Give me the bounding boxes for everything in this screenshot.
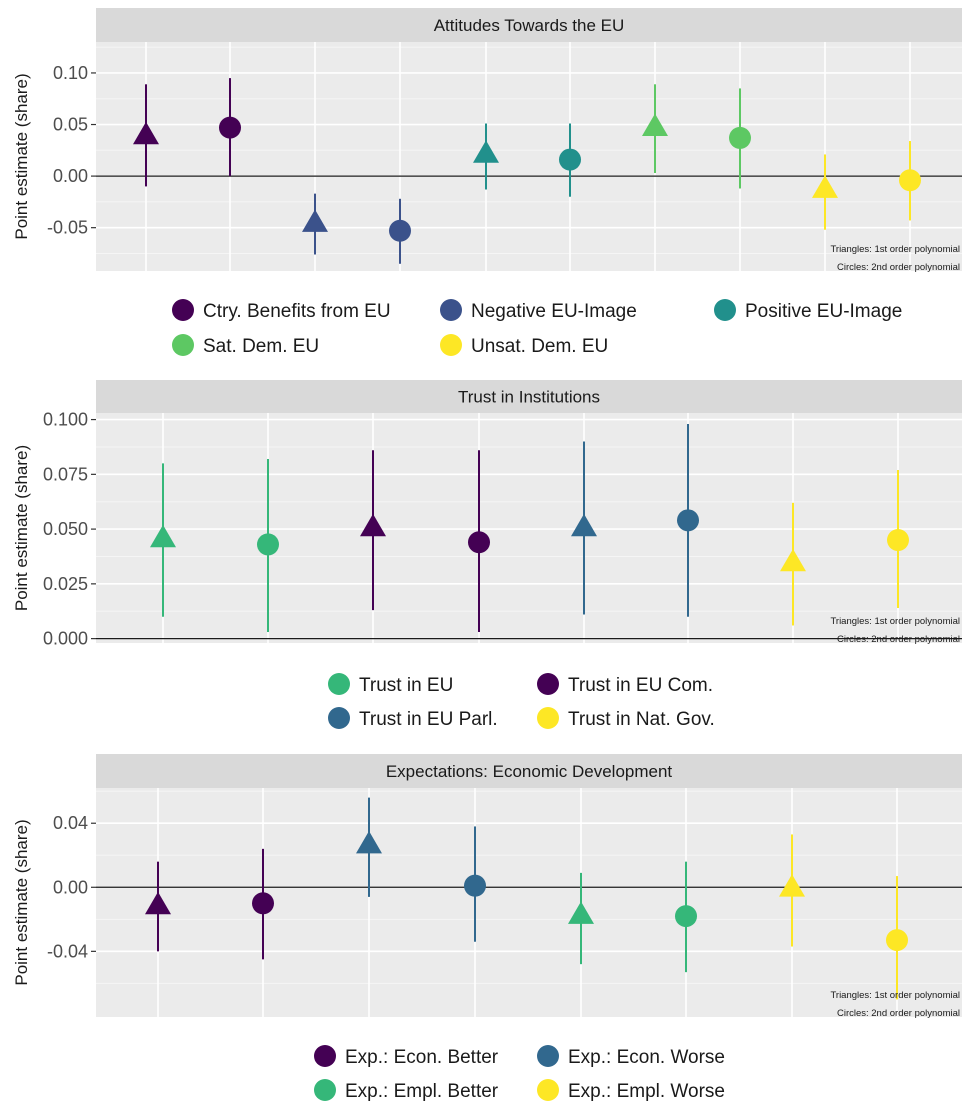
legend-key — [714, 299, 736, 321]
triangle-point — [360, 513, 386, 537]
y-tick-label: 0.04 — [53, 813, 88, 833]
legend-key — [537, 673, 559, 695]
note-triangles: Triangles: 1st order polynomial — [830, 244, 960, 255]
y-tick-label: 0.05 — [53, 115, 88, 135]
legend-label: Exp.: Econ. Better — [345, 1047, 499, 1068]
note-circles: Circles: 2nd order polynomial — [837, 634, 960, 645]
circle-point — [677, 509, 699, 532]
y-tick-label: 0.10 — [53, 63, 88, 83]
circle-point — [886, 929, 908, 952]
panel-strip — [96, 8, 962, 42]
y-tick-label: 0.050 — [43, 519, 88, 539]
circle-point — [252, 892, 274, 915]
y-axis-label: Point estimate (share) — [12, 73, 31, 239]
legend-label: Trust in EU Parl. — [359, 709, 498, 730]
legend-key — [537, 1045, 559, 1067]
plot-background — [96, 788, 962, 1017]
chart-panel-2: Trust in Institutions 0.000 0.025 0.050 0.07… — [12, 380, 962, 730]
circle-point — [899, 169, 921, 192]
triangle-point — [356, 831, 382, 854]
legend-label: Trust in EU Com. — [568, 675, 713, 696]
y-axis-label: Point estimate (share) — [12, 819, 31, 985]
legend-key — [440, 334, 462, 356]
triangle-point — [473, 140, 499, 163]
circle-point — [675, 905, 697, 928]
y-tick-label: 0.075 — [43, 464, 88, 484]
note-triangles: Triangles: 1st order polynomial — [830, 616, 960, 627]
legend-label: Exp.: Econ. Worse — [568, 1047, 725, 1068]
triangle-point — [642, 113, 668, 136]
note-circles: Circles: 2nd order polynomial — [837, 1008, 960, 1019]
circle-point — [559, 148, 581, 171]
y-tick-label: 0.000 — [43, 629, 88, 649]
panel-strip — [96, 754, 962, 788]
triangle-point — [779, 874, 805, 897]
circle-point — [468, 531, 490, 554]
circle-point — [464, 874, 486, 897]
legend-key — [328, 707, 350, 729]
legend-label: Ctry. Benefits from EU — [203, 301, 391, 322]
y-tick-label: 0.100 — [43, 410, 88, 430]
panel-strip — [96, 380, 962, 413]
plot-background — [96, 42, 962, 271]
y-tick-label: 0.00 — [53, 166, 88, 186]
legend-label: Trust in EU — [359, 675, 453, 696]
chart-title: Trust in Institutions — [458, 388, 600, 407]
legend-label: Trust in Nat. Gov. — [568, 709, 715, 730]
plot-background — [96, 413, 962, 643]
legend-label: Positive EU-Image — [745, 301, 902, 322]
chart-title: Attitudes Towards the EU — [434, 16, 625, 35]
triangle-point — [302, 209, 328, 232]
legend-key — [328, 673, 350, 695]
y-tick-label: -0.04 — [47, 941, 88, 961]
legend-key — [537, 1079, 559, 1101]
chart-title: Expectations: Economic Development — [386, 762, 673, 781]
legend-key — [440, 299, 462, 321]
y-tick-label: 0.025 — [43, 574, 88, 594]
y-axis-label: Point estimate (share) — [12, 445, 31, 611]
legend-key — [314, 1045, 336, 1067]
triangle-point — [150, 524, 176, 548]
circle-point — [887, 529, 909, 552]
chart-panel-3: Expectations: Economic Development -0.04 0… — [12, 754, 962, 1101]
legend-key — [172, 334, 194, 356]
legend-label: Negative EU-Image — [471, 301, 637, 322]
triangle-point — [145, 891, 171, 915]
circle-point — [729, 126, 751, 149]
y-tick-label: 0.00 — [53, 877, 88, 897]
triangle-point — [571, 513, 597, 537]
triangle-point — [133, 121, 159, 145]
legend-label: Exp.: Empl. Better — [345, 1081, 499, 1101]
legend-key — [172, 299, 194, 321]
circle-point — [389, 219, 411, 242]
chart-panel-1: Attitudes Towards the EU -0.05 0.00 0.05 0.1… — [12, 8, 962, 357]
y-tick-label: -0.05 — [47, 218, 88, 238]
legend-label: Unsat. Dem. EU — [471, 336, 608, 357]
triangle-point — [780, 548, 806, 572]
triangle-point — [568, 901, 594, 924]
legend-key — [314, 1079, 336, 1101]
legend-label: Sat. Dem. EU — [203, 336, 319, 357]
circle-point — [257, 533, 279, 556]
triangle-point — [812, 175, 838, 198]
legend-label: Exp.: Empl. Worse — [568, 1081, 725, 1101]
circle-point — [219, 116, 241, 139]
note-circles: Circles: 2nd order polynomial — [837, 262, 960, 273]
note-triangles: Triangles: 1st order polynomial — [830, 990, 960, 1001]
legend-key — [537, 707, 559, 729]
